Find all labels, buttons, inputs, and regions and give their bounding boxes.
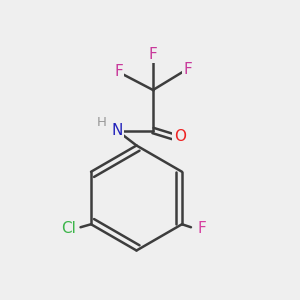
Text: F: F: [114, 64, 123, 80]
Text: F: F: [197, 221, 206, 236]
Text: H: H: [97, 116, 107, 130]
Text: F: F: [148, 46, 158, 62]
Text: Cl: Cl: [61, 221, 76, 236]
Text: F: F: [183, 61, 192, 76]
Text: N: N: [111, 123, 123, 138]
Text: O: O: [174, 129, 186, 144]
